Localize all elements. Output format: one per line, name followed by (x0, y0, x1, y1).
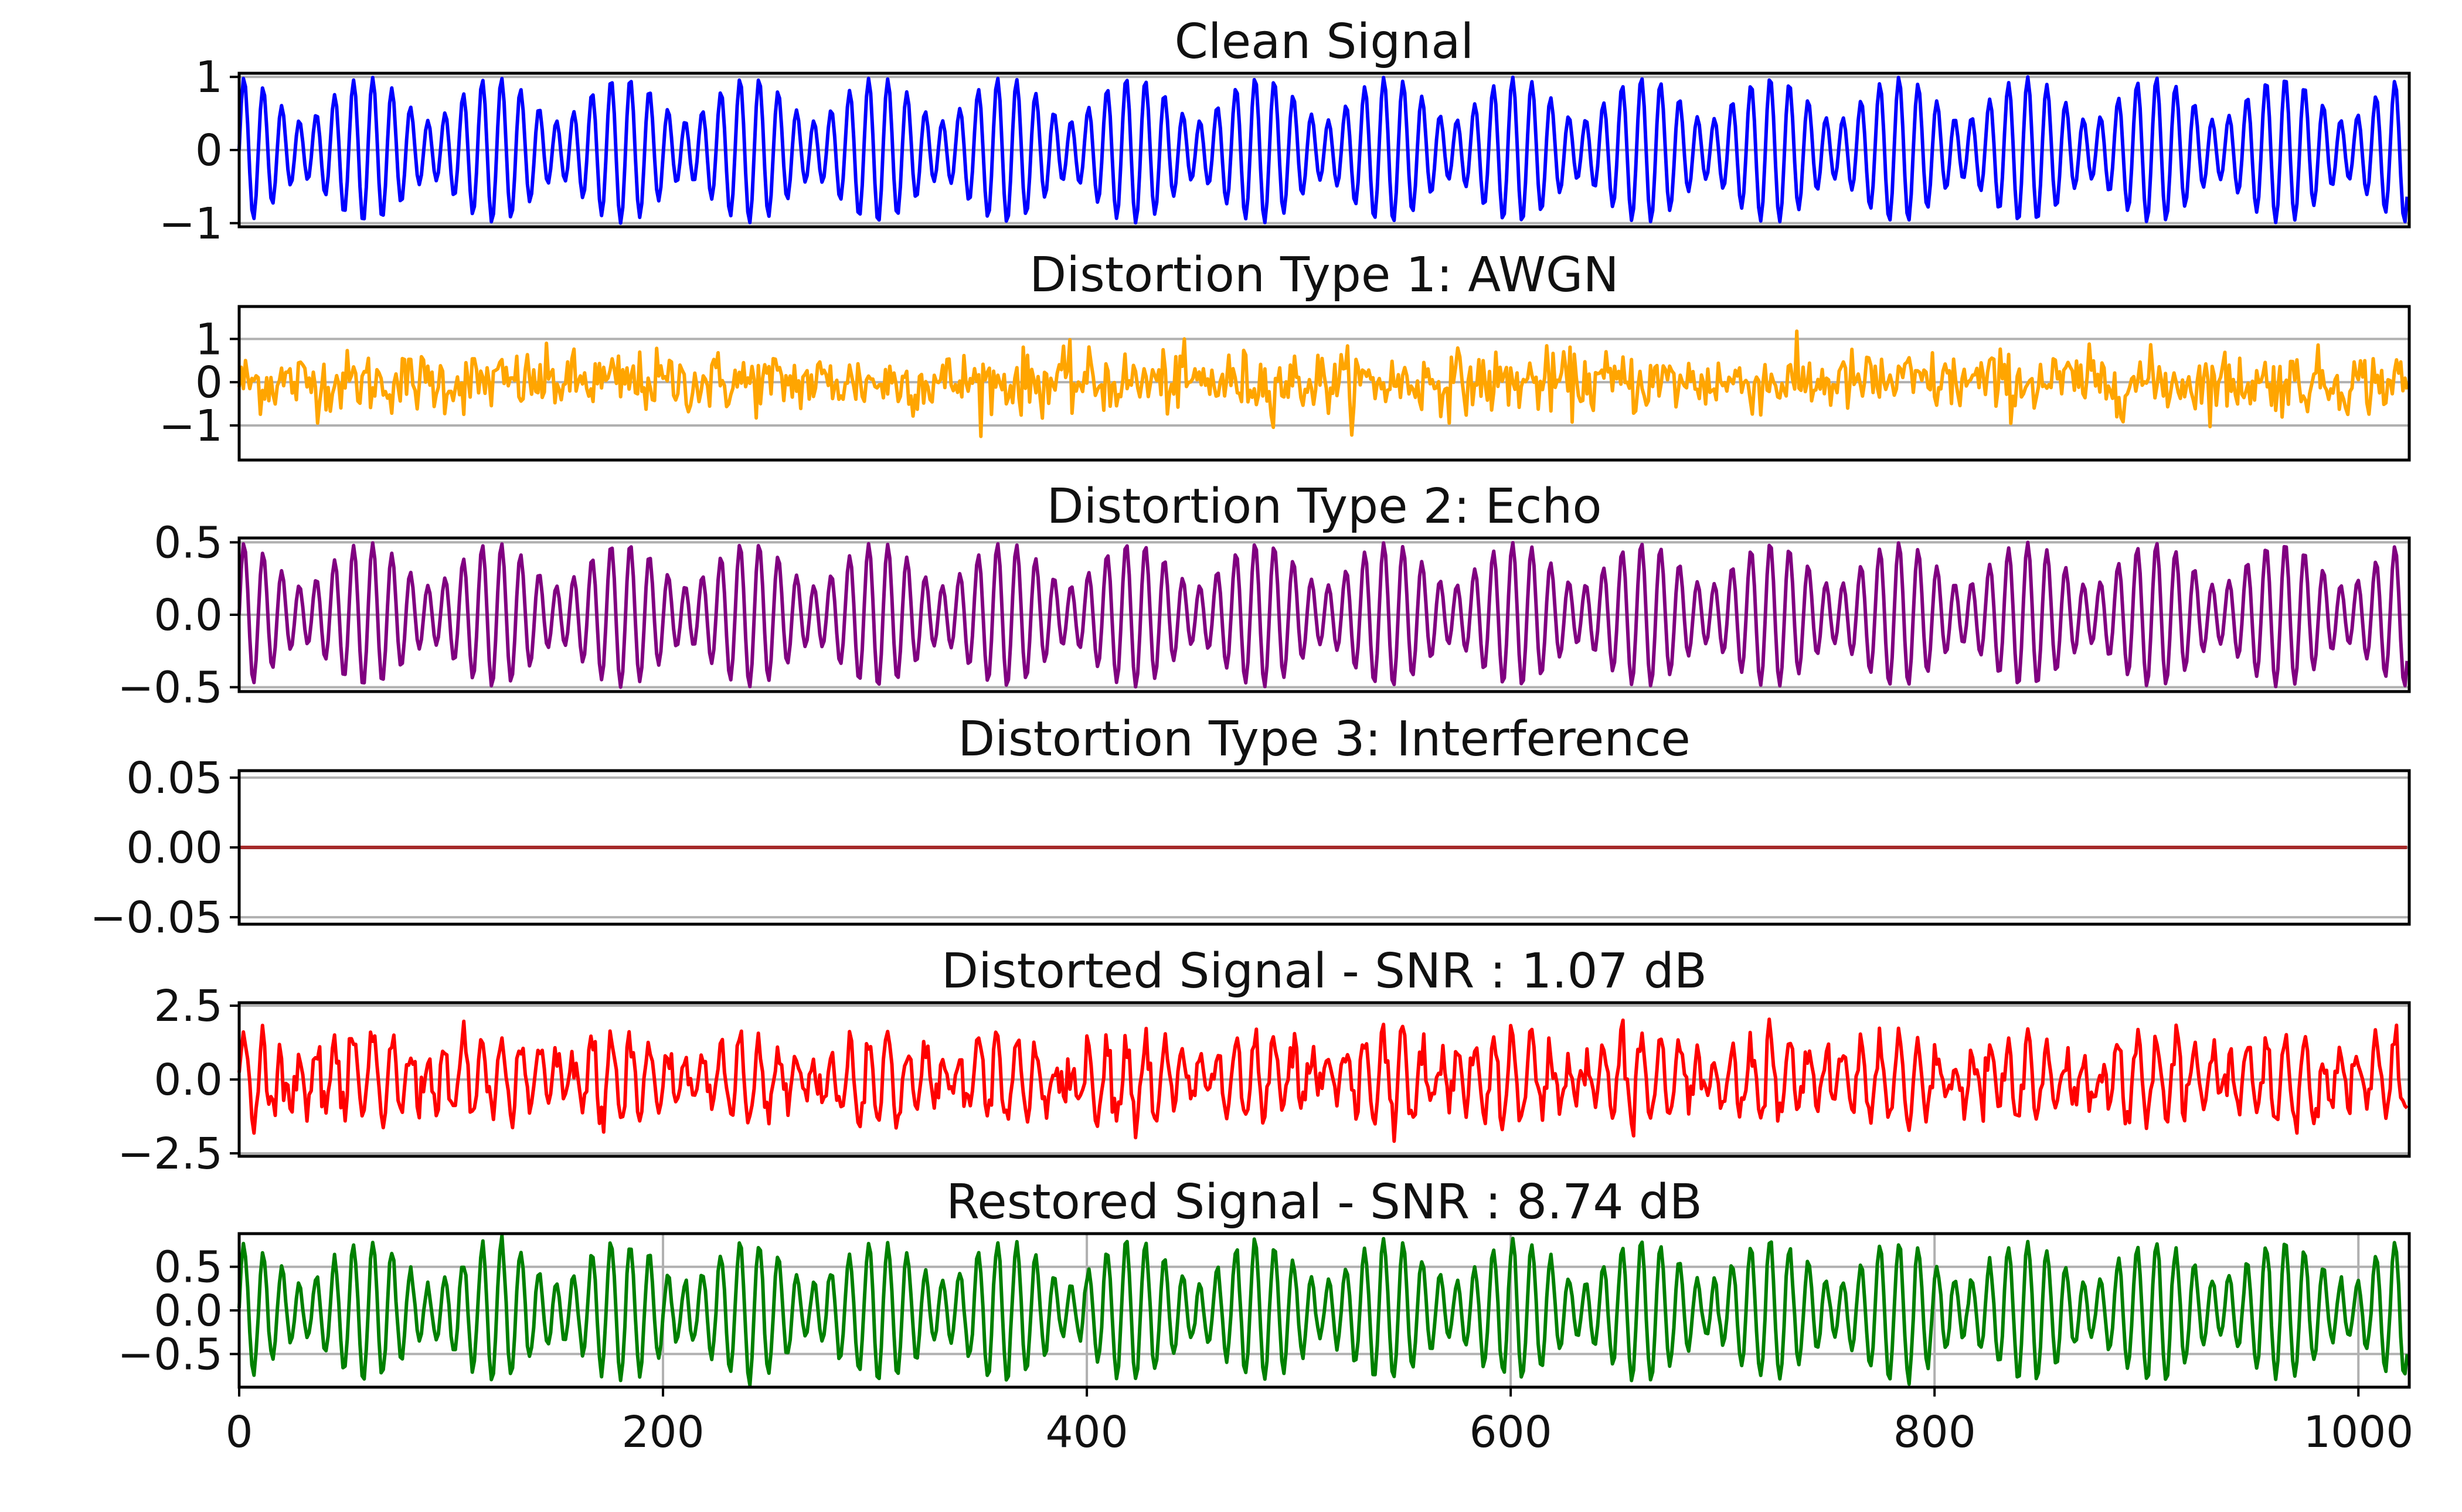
x-tick-label: 1000 (2303, 1407, 2413, 1457)
x-tick-label: 800 (1893, 1407, 1976, 1457)
subplot-5: Distorted Signal - SNR : 1.07 dB 2.5 0.0 −2… (117, 944, 2411, 1179)
y-tick-label: 1 (195, 52, 223, 103)
y-tick-label: 0.05 (126, 753, 223, 803)
subplot-title: Clean Signal (1175, 14, 1474, 70)
y-tick-label: −0.5 (117, 663, 223, 713)
y-tick-label: 0.5 (154, 517, 223, 568)
signal-series-line (237, 1017, 2409, 1143)
y-tick-label: −1 (159, 401, 223, 451)
subplot-title: Distortion Type 3: Interference (958, 711, 1691, 767)
x-tick-label: 400 (1045, 1407, 1128, 1457)
subplot-1: Clean Signal 1 0 −1 (159, 14, 2411, 249)
y-tick-label: 0.0 (154, 590, 223, 641)
y-tick-label: 0.00 (126, 823, 223, 873)
y-tick-label: −1 (159, 199, 223, 249)
subplot-2: Distortion Type 1: AWGN 10−1 (159, 247, 2411, 462)
y-tick-label: 0.5 (154, 1242, 223, 1293)
y-tick-label: −0.05 (90, 893, 223, 943)
x-tick-label: 0 (225, 1407, 253, 1457)
subplot-title: Restored Signal - SNR : 8.74 dB (946, 1174, 1702, 1230)
y-tick-label: 0.0 (154, 1055, 223, 1105)
y-tick-label: 2.5 (154, 981, 223, 1031)
y-tick-label: −0.5 (117, 1329, 223, 1380)
subplot-title: Distortion Type 2: Echo (1046, 479, 1601, 534)
y-tick-label: 0 (195, 125, 223, 176)
y-tick-label: 0.0 (154, 1286, 223, 1336)
x-tick-label: 600 (1470, 1407, 1552, 1457)
subplot-title: Distorted Signal - SNR : 1.07 dB (941, 944, 1707, 999)
signal-series-line (237, 540, 2409, 689)
subplot-4: Distortion Type 3: Interference 0.05 0.00 −… (90, 711, 2411, 943)
x-tick-label: 200 (621, 1407, 704, 1457)
subplot-title: Distortion Type 1: AWGN (1029, 247, 1619, 303)
signal-series-line (237, 1234, 2409, 1387)
subplot-6: Restored Signal - SNR : 8.74 dB 0.50.0−0.… (117, 1174, 2413, 1457)
signal-series-line (237, 329, 2409, 438)
y-tick-label: −2.5 (117, 1129, 223, 1179)
y-tick-label: 0 (195, 357, 223, 408)
subplot-3: Distortion Type 2: Echo 0.5 0.0 −0.5 (117, 479, 2411, 713)
signal-series-line (237, 75, 2409, 225)
y-tick-label: 1 (195, 314, 223, 365)
